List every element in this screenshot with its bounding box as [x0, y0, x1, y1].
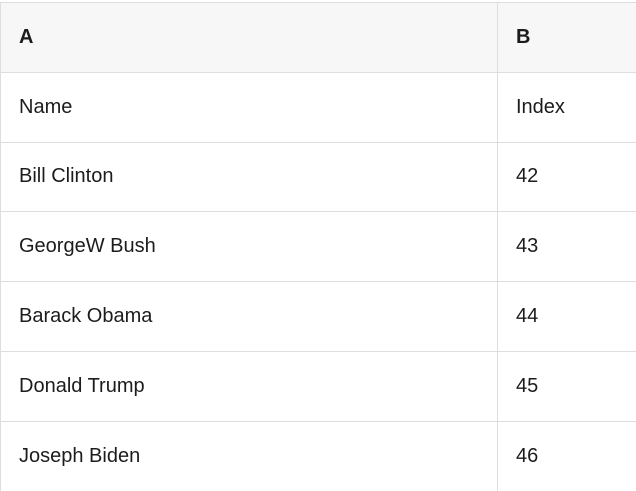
cell-name: Donald Trump	[1, 351, 498, 421]
column-header-b: B	[498, 3, 636, 73]
cell-index: 43	[498, 212, 636, 282]
column-header-row: A B	[1, 3, 636, 73]
table-row: Joseph Biden 46	[1, 421, 636, 490]
cell-name: Name	[1, 72, 498, 142]
cell-index: 46	[498, 421, 636, 490]
cell-index: 42	[498, 142, 636, 212]
cell-name: Joseph Biden	[1, 421, 498, 490]
cell-name: GeorgeW Bush	[1, 212, 498, 282]
table-row: Bill Clinton 42	[1, 142, 636, 212]
column-header-a: A	[1, 3, 498, 73]
table-row: Donald Trump 45	[1, 351, 636, 421]
cell-name: Bill Clinton	[1, 142, 498, 212]
cell-name: Barack Obama	[1, 282, 498, 352]
cell-index: 44	[498, 282, 636, 352]
cell-index: Index	[498, 72, 636, 142]
table-row: Name Index	[1, 72, 636, 142]
table-row: Barack Obama 44	[1, 282, 636, 352]
table-row: GeorgeW Bush 43	[1, 212, 636, 282]
cell-index: 45	[498, 351, 636, 421]
